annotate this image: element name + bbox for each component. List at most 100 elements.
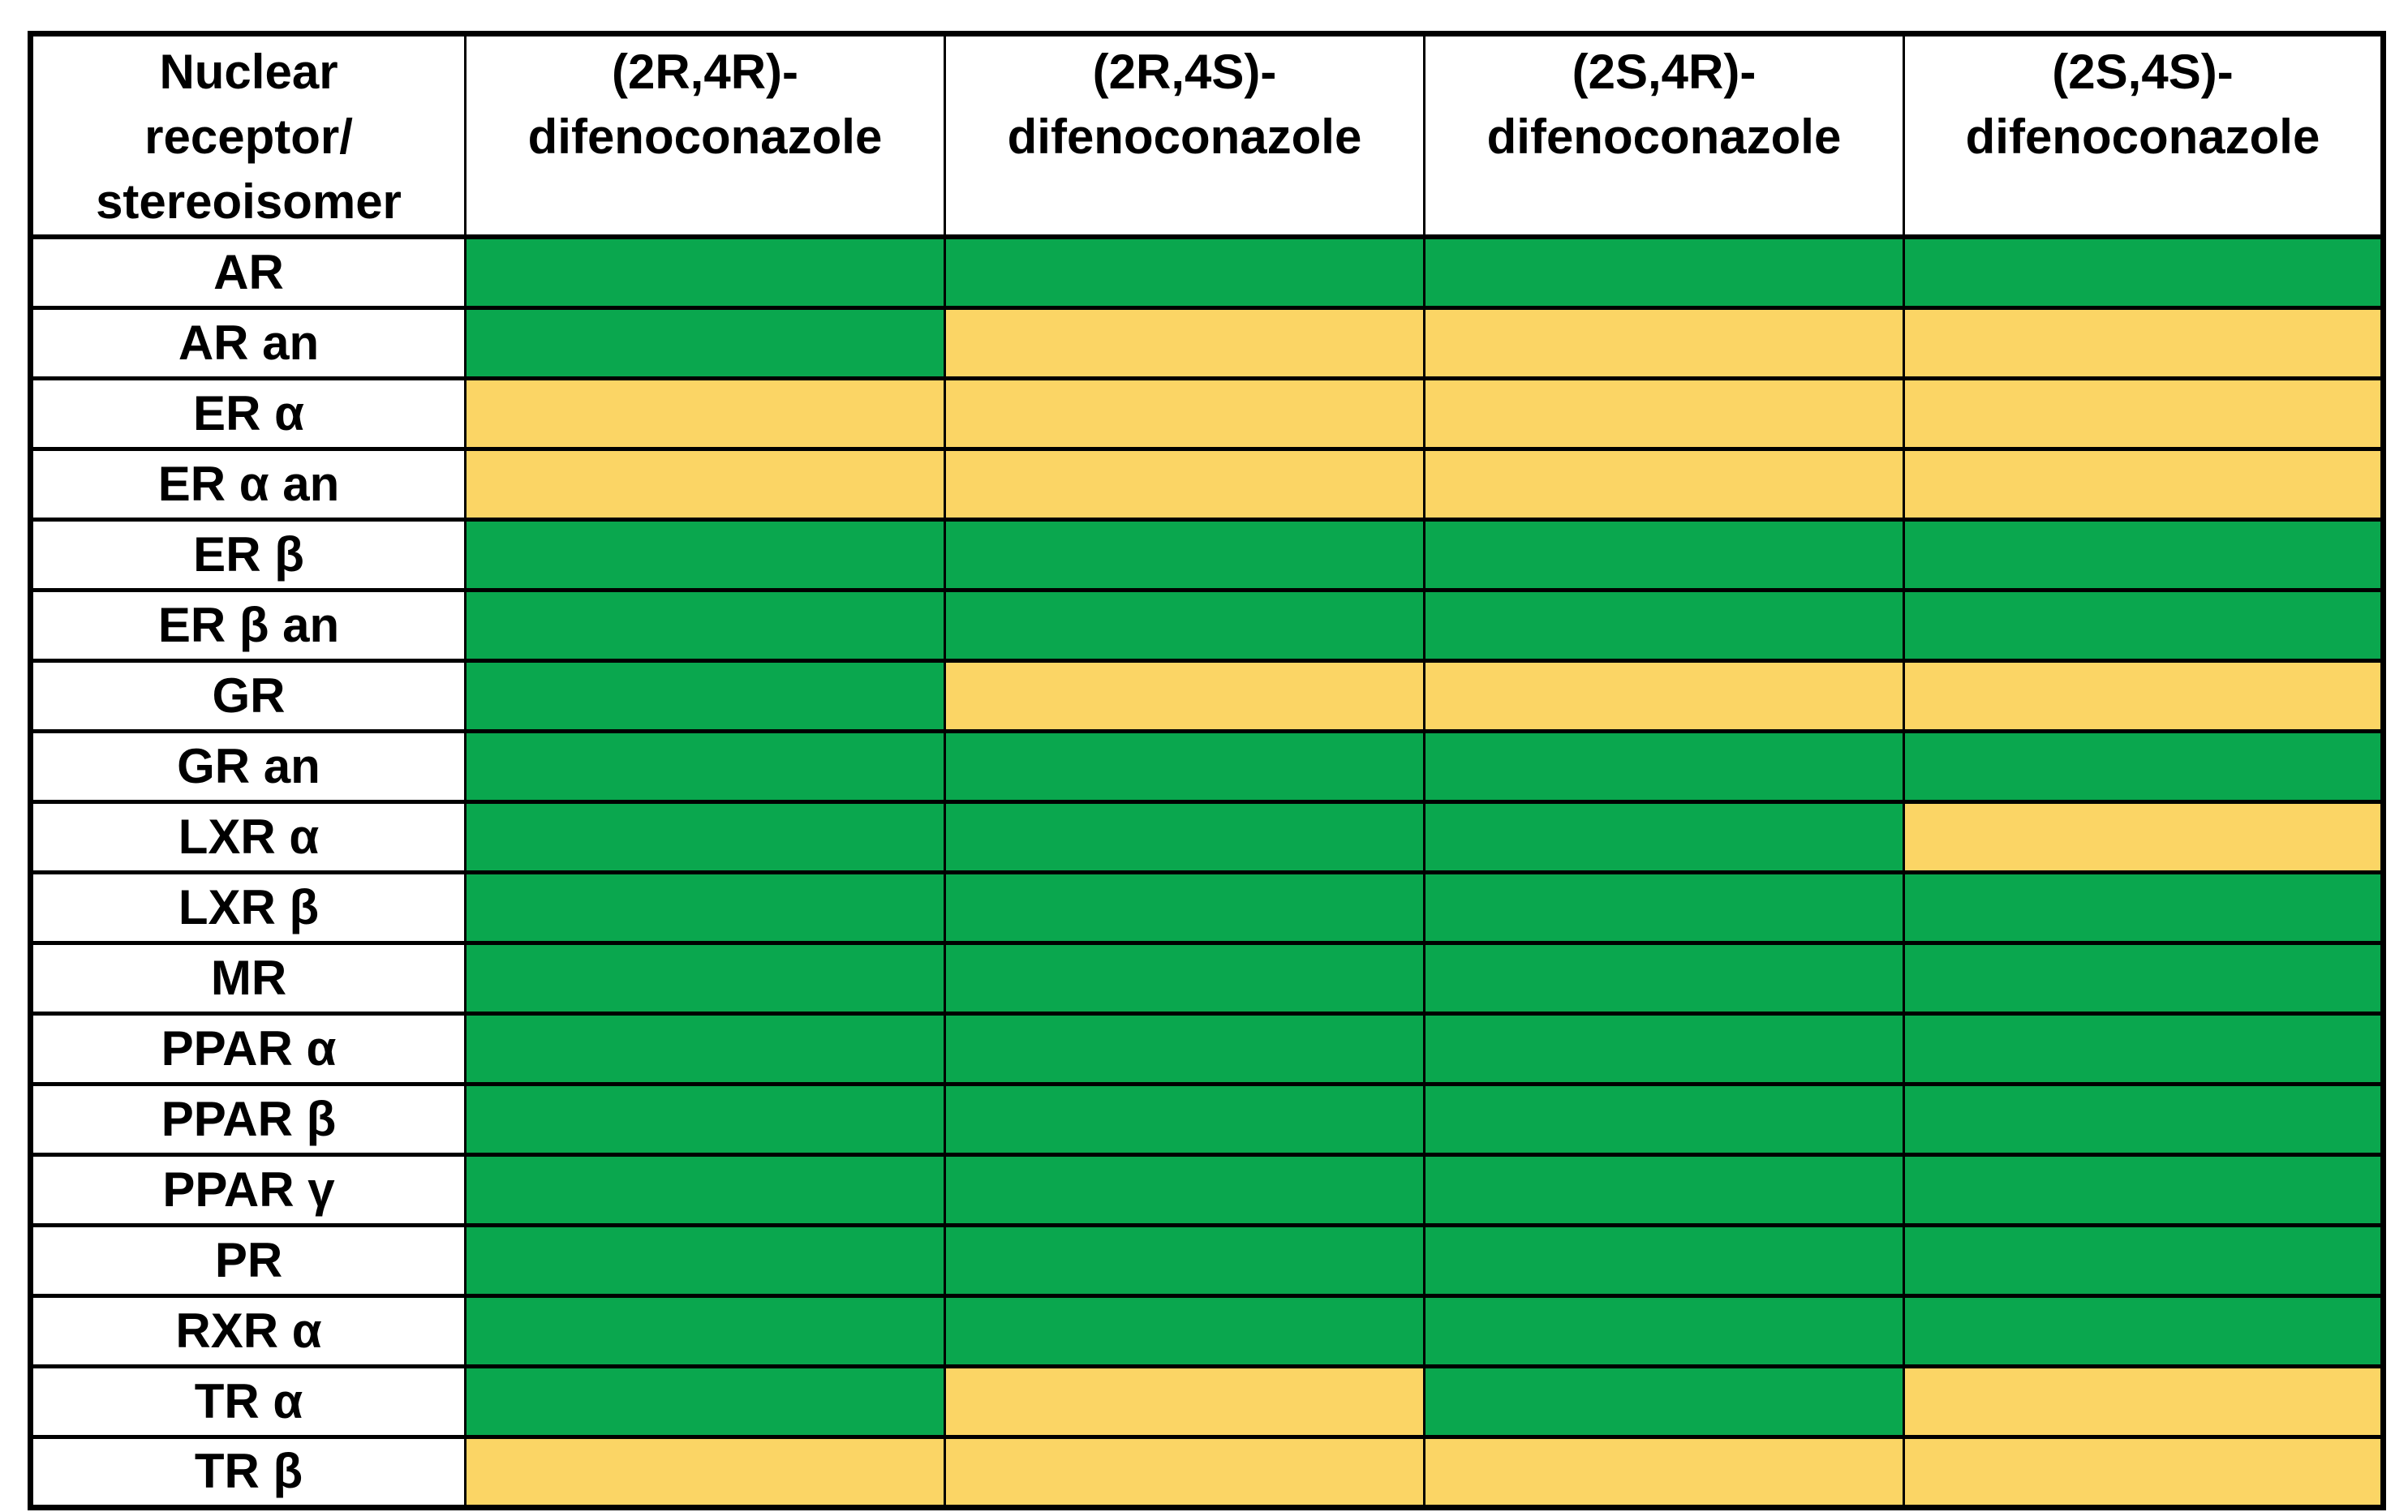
row-label: ER β	[29, 517, 467, 592]
activity-cell-green	[464, 1081, 946, 1157]
activity-cell-green	[1423, 1081, 1905, 1157]
row-label: ER α	[29, 376, 467, 451]
activity-cell-yellow	[944, 658, 1425, 733]
activity-cell-green	[464, 728, 946, 804]
activity-cell-yellow	[1903, 376, 2384, 451]
activity-cell-green	[944, 234, 1425, 310]
activity-cell-green	[464, 234, 946, 310]
row-label: AR an	[29, 305, 467, 380]
activity-cell-green	[464, 799, 946, 874]
table-row: PPAR β	[29, 1081, 2384, 1157]
activity-cell-yellow	[1423, 305, 1905, 380]
activity-cell-green	[464, 517, 946, 592]
activity-cell-green	[1903, 1011, 2384, 1086]
header-row: Nuclear receptor/ stereoisomer (2R,4R)- …	[29, 32, 2384, 239]
activity-cell-green	[1423, 587, 1905, 663]
table-row: ER β an	[29, 587, 2384, 663]
table-row: MR	[29, 940, 2384, 1016]
table-row: PPAR α	[29, 1011, 2384, 1086]
activity-cell-yellow	[944, 446, 1425, 522]
activity-cell-green	[464, 1222, 946, 1298]
activity-cell-green	[464, 587, 946, 663]
activity-cell-green	[464, 1293, 946, 1368]
row-label: RXR α	[29, 1293, 467, 1368]
table-row: PR	[29, 1222, 2384, 1298]
activity-cell-green	[464, 940, 946, 1016]
activity-cell-yellow	[1423, 446, 1905, 522]
activity-cell-green	[1423, 728, 1905, 804]
activity-cell-green	[1903, 728, 2384, 804]
activity-cell-green	[944, 587, 1425, 663]
activity-cell-green	[944, 940, 1425, 1016]
table-row: GR	[29, 658, 2384, 733]
activity-cell-green	[1903, 587, 2384, 663]
activity-cell-green	[1903, 1152, 2384, 1227]
table-row: GR an	[29, 728, 2384, 804]
row-label: TR α	[29, 1364, 467, 1439]
row-label: TR β	[29, 1434, 467, 1510]
activity-cell-yellow	[1423, 1434, 1905, 1510]
activity-cell-yellow	[944, 1434, 1425, 1510]
row-label: AR	[29, 234, 467, 310]
activity-cell-green	[464, 305, 946, 380]
activity-cell-yellow	[464, 1434, 946, 1510]
table-body: AR AR an ER α ER α an ER β ER β an GR GR an LXR …	[29, 234, 2384, 1510]
table-row: TR α	[29, 1364, 2384, 1439]
column-header-2s4s: (2S,4S)- difenoconazole	[1903, 32, 2384, 239]
activity-cell-yellow	[1903, 1364, 2384, 1439]
activity-cell-green	[1903, 234, 2384, 310]
table-row: RXR α	[29, 1293, 2384, 1368]
activity-cell-green	[1903, 1293, 2384, 1368]
activity-cell-green	[944, 870, 1425, 945]
row-label: GR an	[29, 728, 467, 804]
receptor-activity-table: Nuclear receptor/ stereoisomer (2R,4R)- …	[28, 31, 2386, 1510]
row-label: PPAR α	[29, 1011, 467, 1086]
column-header-2r4s: (2R,4S)- difenoconazole	[944, 32, 1425, 239]
activity-cell-yellow	[464, 446, 946, 522]
activity-cell-green	[464, 1011, 946, 1086]
column-header-2r4r: (2R,4R)- difenoconazole	[464, 32, 946, 239]
row-label: PPAR γ	[29, 1152, 467, 1227]
activity-cell-green	[464, 870, 946, 945]
row-label: PR	[29, 1222, 467, 1298]
activity-cell-green	[1423, 1222, 1905, 1298]
corner-header-cell: Nuclear receptor/ stereoisomer	[29, 32, 467, 239]
activity-cell-yellow	[944, 305, 1425, 380]
activity-cell-green	[944, 799, 1425, 874]
activity-cell-yellow	[1903, 446, 2384, 522]
row-label: MR	[29, 940, 467, 1016]
row-label: ER α an	[29, 446, 467, 522]
activity-cell-green	[1423, 517, 1905, 592]
table-row: ER α	[29, 376, 2384, 451]
activity-cell-green	[1903, 1081, 2384, 1157]
activity-cell-green	[1903, 517, 2384, 592]
activity-cell-green	[1903, 1222, 2384, 1298]
activity-cell-green	[464, 658, 946, 733]
row-label: LXR β	[29, 870, 467, 945]
activity-cell-green	[1423, 234, 1905, 310]
table-row: LXR α	[29, 799, 2384, 874]
table-row: LXR β	[29, 870, 2384, 945]
activity-cell-green	[944, 728, 1425, 804]
activity-cell-yellow	[944, 376, 1425, 451]
activity-cell-green	[944, 1152, 1425, 1227]
activity-cell-yellow	[1423, 376, 1905, 451]
activity-cell-yellow	[944, 1364, 1425, 1439]
table-row: ER α an	[29, 446, 2384, 522]
table-header: Nuclear receptor/ stereoisomer (2R,4R)- …	[29, 32, 2384, 239]
activity-cell-green	[1423, 870, 1905, 945]
row-label: PPAR β	[29, 1081, 467, 1157]
activity-cell-yellow	[1903, 1434, 2384, 1510]
activity-cell-green	[464, 1152, 946, 1227]
table-row: AR	[29, 234, 2384, 310]
activity-cell-green	[944, 1293, 1425, 1368]
row-label: LXR α	[29, 799, 467, 874]
table-row: TR β	[29, 1434, 2384, 1510]
activity-cell-green	[944, 1011, 1425, 1086]
activity-cell-green	[1423, 1011, 1905, 1086]
activity-cell-green	[1423, 1152, 1905, 1227]
row-label: ER β an	[29, 587, 467, 663]
activity-cell-yellow	[464, 376, 946, 451]
activity-cell-green	[1423, 1364, 1905, 1439]
